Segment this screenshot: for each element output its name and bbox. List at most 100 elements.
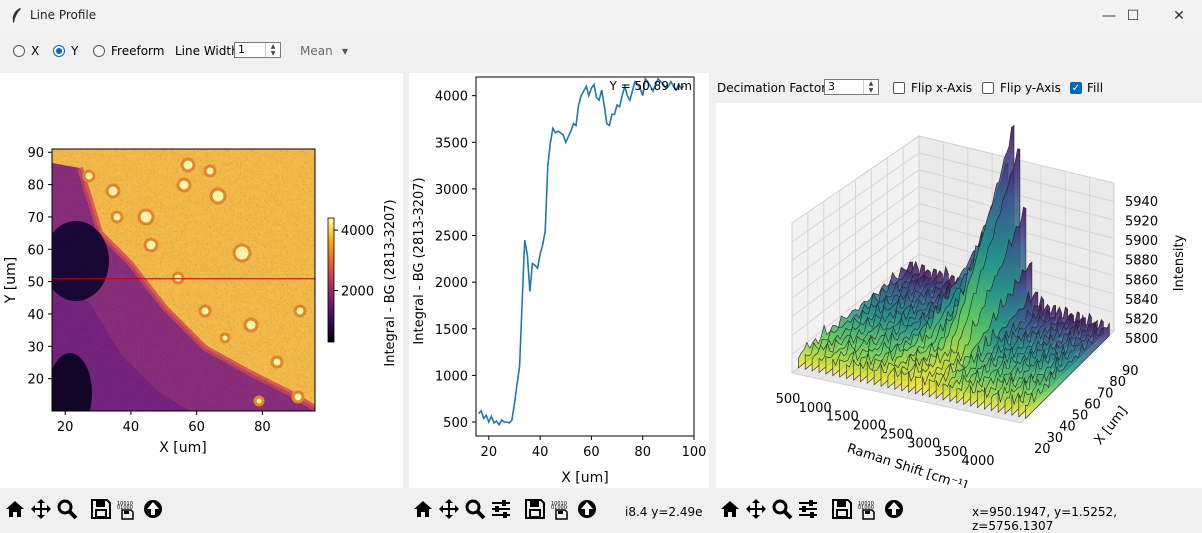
profile-panel: 20 40 60 80 100 500 1000 1500 2000 2500 3000 3500 40… [409,73,709,488]
nav-toolbar-profile: 10010 01000 [410,497,600,525]
profile-ytick-label: 1500 [435,323,468,338]
pan-icon [438,498,460,524]
pan-icon [745,498,767,524]
surface-ztick-label: 5900 [1125,234,1158,249]
surface-ztick-label: 5860 [1125,273,1158,288]
profile-toolbar: X Y Freeform Line Width 1 ▲ ▼ Mean ▾ [0,32,1202,72]
flip-x-label[interactable]: Flip x-Axis [911,81,972,95]
save-button[interactable] [522,497,548,525]
profile-ylabel: Integral - BG (2813-3207) [412,177,427,344]
feather-icon [10,7,24,25]
configure-subplots-button[interactable] [488,497,514,525]
save-binary-button[interactable]: 10010 01000 [114,497,140,525]
pan-button[interactable] [28,497,54,525]
surface-ztick-label: 5880 [1125,254,1158,269]
profile-figure[interactable]: 20 40 60 80 100 500 1000 1500 2000 2500 3000 3500 40… [409,73,709,488]
save-icon [90,498,112,524]
flip-y-label[interactable]: Flip y-Axis [1000,81,1061,95]
line-width-spin-buttons[interactable]: ▲ ▼ [265,43,280,57]
title-bar: Line Profile — ☐ ✕ [0,0,1202,32]
heatmap-ytick-label: 30 [27,340,44,355]
line-width-value[interactable]: 1 [238,43,245,56]
save-binary-button[interactable]: 10010 01000 [855,497,881,525]
radio-x-circle[interactable] [13,45,25,57]
home-button[interactable] [717,497,743,525]
heatmap-ytick-label: 70 [27,211,44,226]
profile-title: Y = 50.89 um [609,79,692,93]
save-binary-icon: 10010 01000 [550,498,572,524]
radio-freeform-circle[interactable] [93,45,105,57]
profile-ytick-label: 2500 [435,230,468,245]
radio-y[interactable] [53,45,65,57]
mode-select[interactable]: Mean [300,44,333,58]
colorbar-tick-label: 2000 [341,285,374,300]
nav-toolbar-heatmap: 10010 01000 [2,497,166,525]
heatmap-panel: 20 40 60 80 20 30 40 50 60 70 80 90 X [um] Y [um] 2… [0,73,403,488]
profile-ytick-label: 4000 [435,90,468,105]
line-width-spinbox[interactable]: 1 ▲ ▼ [234,42,281,58]
surface-ztick-label: 5940 [1125,195,1158,210]
save-button[interactable] [829,497,855,525]
radio-freeform[interactable] [93,45,105,57]
zoom-button[interactable] [462,497,488,525]
decimation-value[interactable]: 3 [828,80,835,93]
profile-xtick-label: 40 [532,445,549,460]
export-icon [576,498,598,524]
export-button[interactable] [881,497,907,525]
maximize-button[interactable]: ☐ [1110,0,1156,32]
radio-y-circle[interactable] [53,45,65,57]
profile-ytick-label: 1000 [435,369,468,384]
home-button[interactable] [2,497,28,525]
profile-xtick-label: 100 [682,445,707,460]
save-button[interactable] [88,497,114,525]
colorbar-tick-label: 4000 [341,224,374,239]
radio-freeform-label[interactable]: Freeform [111,44,164,58]
surface-xtick-label: 500 [776,392,801,407]
close-button[interactable]: ✕ [1156,0,1202,32]
configure-subplots-icon [797,498,819,524]
profile-ytick-label: 3000 [435,183,468,198]
surface-panel: 500 1000 1500 2000 2500 3000 3500 4000 20 30 40 50 6… [716,103,1202,488]
surface-ytick-label: 90 [1122,364,1139,379]
fill-checkbox[interactable]: ✓ [1070,82,1082,94]
pan-button[interactable] [436,497,462,525]
colorbar-ticks: 2000 4000 [334,224,374,299]
surface-ztick-label: 5820 [1125,312,1158,327]
flip-y-checkbox[interactable] [982,82,994,94]
heatmap-xtick-label: 40 [123,420,140,435]
radio-x[interactable] [13,45,25,57]
heatmap-figure[interactable]: 20 40 60 80 20 30 40 50 60 70 80 90 X [um] Y [um] 2… [0,73,403,488]
zoom-button[interactable] [769,497,795,525]
export-icon [883,498,905,524]
save-icon [831,498,853,524]
surface-ztick-label: 5800 [1125,332,1158,347]
surface-ztick-label: 5840 [1125,293,1158,308]
export-button[interactable] [140,497,166,525]
profile-ytick-label: 500 [443,416,468,431]
configure-subplots-button[interactable] [795,497,821,525]
chevron-down-icon[interactable]: ▾ [342,44,348,58]
home-button[interactable] [410,497,436,525]
home-icon [719,499,741,523]
save-binary-button[interactable]: 10010 01000 [548,497,574,525]
window-title: Line Profile [30,8,96,22]
decimation-spinbox[interactable]: 3 ▲ ▼ [824,79,879,95]
zoom-button[interactable] [54,497,80,525]
decimation-spin-buttons[interactable]: ▲ ▼ [863,80,878,94]
heatmap-ytick-label: 20 [27,373,44,388]
pan-button[interactable] [743,497,769,525]
surface-ztick-label: 5920 [1125,215,1158,230]
flip-x-checkbox[interactable] [893,82,905,94]
heatmap-ytick-label: 40 [27,308,44,323]
home-icon [412,499,434,523]
colorbar [328,218,334,342]
heatmap-ytick-label: 50 [27,276,44,291]
export-button[interactable] [574,497,600,525]
zoom-icon [771,498,793,524]
fill-label[interactable]: Fill [1087,81,1103,95]
line-width-label: Line Width [175,44,239,58]
zoom-icon [56,498,78,524]
surface-figure[interactable]: 5001000150020002500300035004000 203040506… [716,103,1202,488]
radio-y-label[interactable]: Y [71,44,78,58]
radio-x-label[interactable]: X [31,44,39,58]
